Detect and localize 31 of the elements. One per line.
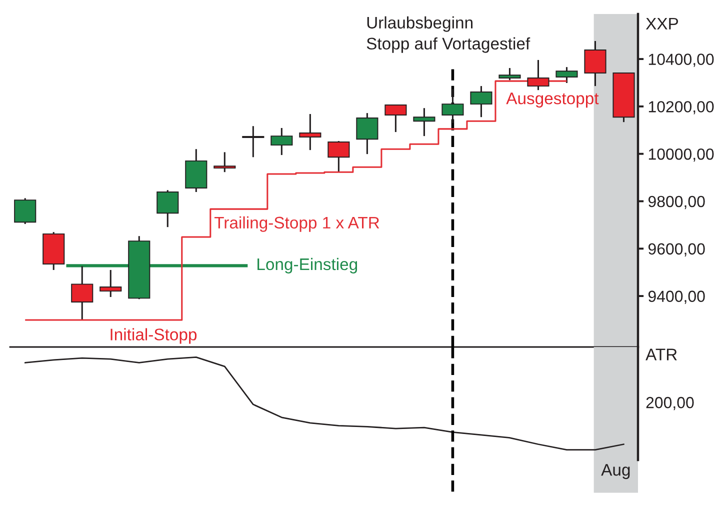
y-tick-label: 9600,00 bbox=[648, 243, 705, 256]
ref-line-label: Long-Einstieg bbox=[258, 258, 358, 274]
candlestick bbox=[442, 88, 464, 124]
candlestick bbox=[413, 107, 436, 137]
text: 200,00 bbox=[646, 396, 694, 410]
annotation: Ausgestoppt bbox=[506, 92, 599, 108]
y-tick-label: 9400,00 bbox=[648, 290, 705, 304]
candlestick bbox=[156, 189, 179, 228]
candlestick bbox=[299, 113, 322, 151]
candlestick bbox=[556, 66, 578, 84]
y-tick-label: 10000,00 bbox=[648, 148, 714, 162]
y-tick-label: 10400,00 bbox=[648, 54, 714, 67]
candlestick bbox=[498, 67, 521, 81]
annotation: Urlaubsbeginn Stopp auf Vortagestief bbox=[366, 16, 530, 53]
candlestick bbox=[14, 197, 36, 225]
candlestick bbox=[242, 125, 264, 158]
y-axis-title: XXP bbox=[646, 18, 678, 30]
candlestick bbox=[584, 40, 606, 87]
candlestick bbox=[100, 269, 122, 298]
candlestick bbox=[470, 85, 492, 118]
y-tick-label: 9800,00 bbox=[648, 196, 705, 210]
candlestick bbox=[270, 127, 293, 156]
series-label: Trailing-Stopp 1 x ATR bbox=[214, 216, 380, 232]
candlestick bbox=[214, 151, 236, 173]
candlestick bbox=[356, 112, 378, 155]
y-tick-label: 10200,00 bbox=[648, 101, 714, 114]
annotation: Initial-Stopp bbox=[110, 328, 197, 344]
candlestick bbox=[384, 104, 407, 133]
candlestick bbox=[328, 140, 350, 173]
text: Aug bbox=[601, 464, 630, 480]
y-axis-title: ATR bbox=[646, 348, 677, 360]
